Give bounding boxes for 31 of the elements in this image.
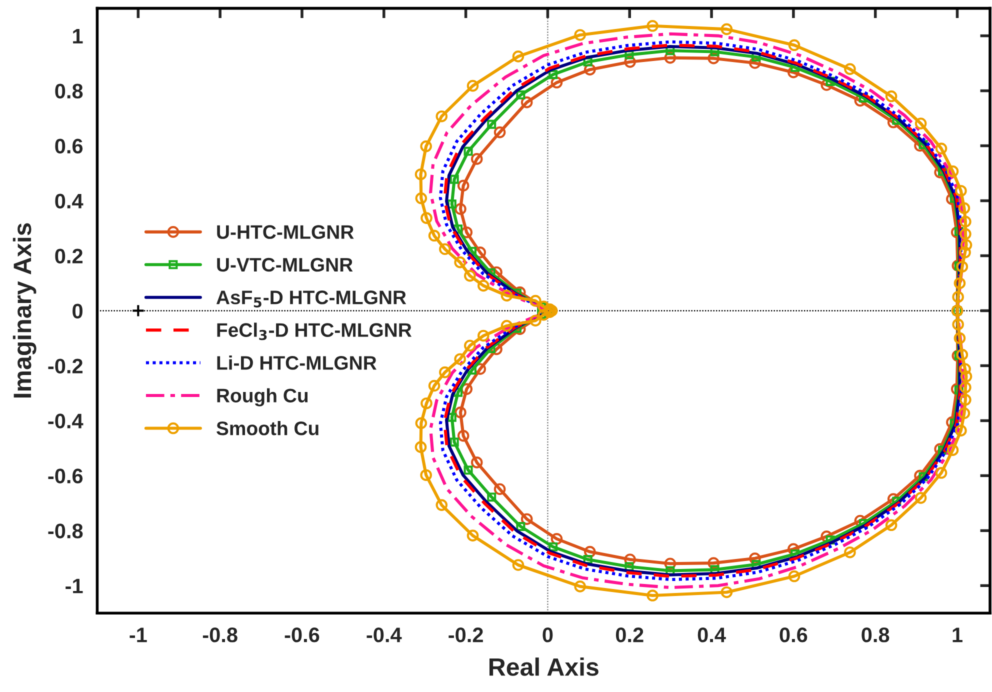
x-tick-label: 0.6 [780,628,808,642]
y-tick-label: -0.4 [48,414,84,428]
y-tick-label: 0.4 [55,194,84,208]
y-axis-title: Imaginary Axis [12,223,36,398]
x-axis-title: Real Axis [489,658,598,676]
y-tick-label: -0.6 [48,468,83,484]
y-tick-label: -0.8 [48,524,83,538]
legend-label: AsF$_{5}$-D HTC-MLGNR [216,290,406,308]
legend-label: U-HTC-MLGNR [217,225,354,239]
x-tick-label: 0.4 [698,628,726,642]
x-tick-label: 0.8 [862,628,890,642]
x-tick-label: 1 [952,628,962,642]
y-tick-label: 0.6 [55,138,83,154]
x-tick-label: -0.2 [448,628,483,642]
y-tick-label: -1 [66,578,83,594]
y-tick-label: 1 [73,29,83,44]
legend-label: Li-D HTC-MLGNR [217,355,376,370]
x-tick-label: -0.6 [284,628,320,642]
y-tick-label: 0 [72,304,82,318]
x-tick-label: -0.4 [366,628,402,642]
x-tick-label: 0 [542,628,553,642]
y-tick-label: 0.8 [55,84,83,99]
y-tick-label: 0.2 [55,248,82,264]
x-tick-label: 0.2 [616,628,644,642]
legend-label: Smooth Cu [216,420,318,436]
legend-label: FeCl$_{3}$-D HTC-MLGNR [217,322,412,340]
legend-label: Rough Cu [217,388,308,406]
y-tick-label: -0.2 [48,358,82,374]
legend-label: U-VTC-MLGNR [217,258,353,272]
x-tick-label: -1 [130,628,147,642]
x-tick-label: -0.8 [202,628,238,642]
